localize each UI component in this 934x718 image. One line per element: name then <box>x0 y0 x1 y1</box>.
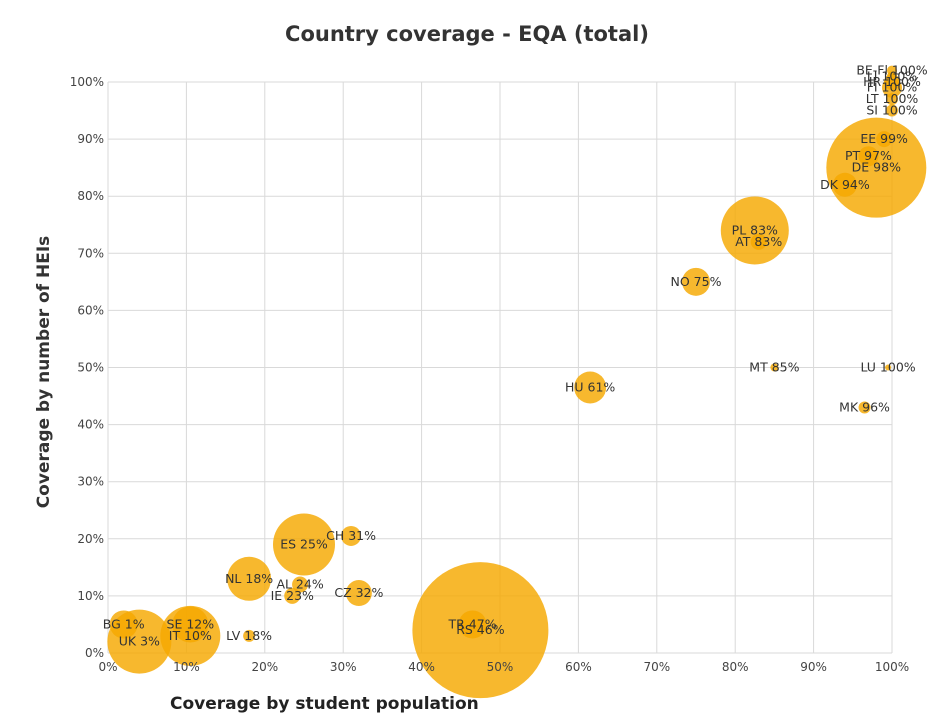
bubble-label: RS 46% <box>456 622 504 637</box>
bubble-label: SI 100% <box>866 103 917 118</box>
x-tick-label: 70% <box>643 660 670 674</box>
bubble-label: HR 100% <box>863 74 921 89</box>
y-tick-label: 70% <box>77 246 104 260</box>
bubble-label: UK 3% <box>119 634 160 649</box>
bubble-lv <box>243 629 256 642</box>
bubble-label: DE 98% <box>852 160 901 175</box>
bubble-label: PT 97% <box>845 148 892 163</box>
bubble-label: IE 23% <box>271 588 314 603</box>
x-tick-label: 0% <box>98 660 117 674</box>
y-tick-label: 0% <box>85 646 104 660</box>
x-tick-label: 30% <box>330 660 357 674</box>
bubble-label: DK 94% <box>820 177 870 192</box>
bubble-cz <box>345 580 372 607</box>
bubble-label: LT 100% <box>866 91 919 106</box>
x-tick-label: 60% <box>565 660 592 674</box>
bubble-si <box>886 104 898 117</box>
y-tick-label: 40% <box>77 418 104 432</box>
bubble-label: TR 47% <box>448 616 497 631</box>
bubble-ee <box>876 131 893 148</box>
y-tick-label: 100% <box>70 75 104 89</box>
bubble-label: BG 1% <box>103 616 145 631</box>
x-tick-label: 100% <box>875 660 909 674</box>
bubble-label: FI 100% <box>867 80 918 95</box>
bubble-label: ES 25% <box>280 537 328 552</box>
y-tick-label: 60% <box>77 303 104 317</box>
bubble-lu <box>885 364 892 371</box>
y-tick-label: 50% <box>77 361 104 375</box>
bubble-labels: BG 1% UK 3% SE 12%IT 10% LV 18% NL 18% ES 25%… <box>103 63 928 649</box>
bubble-label: LI 100% <box>867 68 917 83</box>
y-tick-label: 90% <box>77 132 104 146</box>
axis-ticks: 0% 10% 20% 30% 40% 50% 60% 70% 80% 90% 100% 0% 10% 20… <box>70 75 909 674</box>
bubble-mk <box>858 401 871 414</box>
y-tick-label: 20% <box>77 532 104 546</box>
bubble-label: LU 100% <box>860 360 915 375</box>
bubble-label: MT 85% <box>749 360 799 375</box>
bubble-label: AT 83% <box>735 234 782 249</box>
bubble-label: IT 10% <box>169 628 212 643</box>
bubble-hu <box>574 371 607 404</box>
bubble-label: MK 96% <box>839 399 890 414</box>
chart-title: Country coverage - EQA (total) <box>285 22 649 46</box>
bubble-be-fl <box>887 65 897 76</box>
bubble-label: CH 31% <box>326 528 376 543</box>
x-tick-label: 40% <box>408 660 435 674</box>
bubble-tr <box>458 610 487 639</box>
bubble-label: SE 12% <box>167 616 215 631</box>
bubble-es <box>273 513 335 576</box>
bubble-label: AL 24% <box>276 576 323 591</box>
bubble-nl <box>227 556 272 601</box>
bubble-pl <box>720 196 789 265</box>
y-tick-label: 10% <box>77 589 104 603</box>
y-tick-label: 80% <box>77 189 104 203</box>
bubble-at <box>750 233 767 250</box>
bubbles <box>107 65 927 699</box>
bubble-dk <box>832 172 857 197</box>
bubble-label: CZ 32% <box>334 585 383 600</box>
x-tick-label: 20% <box>251 660 278 674</box>
x-tick-label: 10% <box>173 660 200 674</box>
x-axis-label: Coverage by student population <box>170 694 479 714</box>
y-axis-label: Coverage by number of HEIs <box>34 235 54 509</box>
bubble-no <box>682 267 710 296</box>
bubble-label: NO 75% <box>671 274 722 289</box>
bubble-pt <box>858 146 879 167</box>
bubble-mt <box>770 363 779 372</box>
x-tick-label: 90% <box>800 660 827 674</box>
bubble-label: HU 61% <box>565 379 615 394</box>
bubble-al <box>292 576 309 593</box>
bubble-label: PL 83% <box>732 222 778 237</box>
bubble-label: BE-Fl 100% <box>856 63 927 78</box>
bubble-ch <box>341 525 362 546</box>
bubble-lt <box>886 93 898 106</box>
bubble-ie <box>284 587 301 604</box>
y-tick-label: 30% <box>77 475 104 489</box>
bubble-label: EE 99% <box>860 131 908 146</box>
bubble-bg <box>109 610 138 639</box>
x-tick-label: 80% <box>722 660 749 674</box>
bubble-se <box>172 606 209 643</box>
bubble-label: NL 18% <box>225 571 273 586</box>
x-tick-label: 50% <box>487 660 514 674</box>
bubble-label: LV 18% <box>226 628 272 643</box>
